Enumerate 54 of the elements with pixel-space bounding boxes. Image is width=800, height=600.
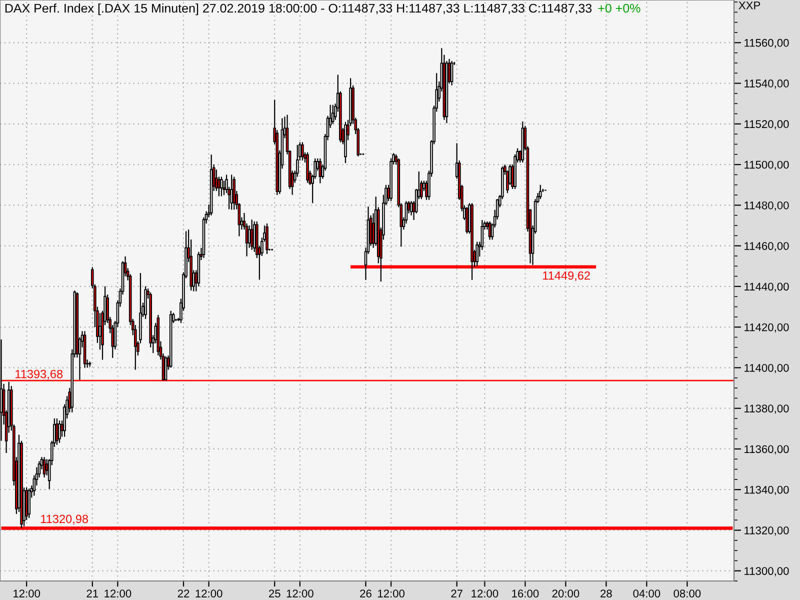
candlestick bbox=[56, 418, 58, 446]
y-tick-label: 11560,00 bbox=[744, 38, 789, 48]
x-tick-label: 12:00 bbox=[14, 590, 40, 598]
x-tick-label: 25 bbox=[268, 590, 280, 598]
candlestick bbox=[466, 206, 468, 234]
y-tick-label: 11540,00 bbox=[744, 80, 789, 89]
candlestick bbox=[410, 200, 413, 216]
candlestick bbox=[220, 176, 223, 197]
y-tick-label: 11340,00 bbox=[744, 486, 789, 496]
y-tick-label: 11500,00 bbox=[744, 160, 789, 170]
y-axis-title: XXP bbox=[738, 2, 760, 10]
x-tick-label: 04:00 bbox=[633, 590, 660, 598]
x-tick-label: 20:00 bbox=[552, 590, 580, 598]
x-tick-label: 27 bbox=[451, 590, 462, 598]
y-tick-label: 11440,00 bbox=[744, 282, 789, 292]
y-tick-label: 11400,00 bbox=[744, 364, 789, 374]
candlestick bbox=[331, 104, 334, 124]
y-tick-label: 11300,00 bbox=[744, 567, 789, 576]
x-tick-label: 16:00 bbox=[512, 590, 539, 598]
x-tick-label: 12:00 bbox=[472, 590, 498, 598]
series-label: 11449,62 bbox=[543, 271, 590, 282]
candlestick bbox=[318, 158, 322, 184]
y-tick-label: 11380,00 bbox=[744, 404, 789, 414]
ref-line-label: 11393,68 bbox=[16, 370, 63, 380]
candlestick bbox=[230, 174, 233, 210]
x-tick-label: 08:00 bbox=[674, 590, 701, 598]
x-tick-label: 28 bbox=[600, 590, 612, 598]
candlestick bbox=[476, 241, 478, 267]
x-tick-label: 26 bbox=[360, 590, 372, 598]
x-tick-label: 12:00 bbox=[196, 590, 222, 598]
chart-title: DAX Perf. Index [.DAX 15 Minuten] 27.02.2019 18:00:00 - O:11487,33 H:11487,33 L:11487,33 C:11487,33 bbox=[5, 3, 592, 16]
y-tick-label: 11460,00 bbox=[744, 242, 789, 252]
candlestick bbox=[58, 420, 61, 444]
candlestick bbox=[266, 222, 268, 254]
y-tick-label: 11320,00 bbox=[744, 526, 789, 536]
candlestick bbox=[164, 356, 168, 381]
y-tick-label: 11360,00 bbox=[744, 445, 789, 454]
y-tick-label: 11420,00 bbox=[744, 323, 789, 333]
y-tick-label: 11480,00 bbox=[744, 201, 789, 211]
series-label: 11320,98 bbox=[41, 514, 88, 525]
candlestick bbox=[250, 219, 254, 250]
x-tick-label: 12:00 bbox=[286, 590, 314, 598]
x-tick-label: 22 bbox=[178, 590, 190, 598]
x-tick-label: 21 bbox=[86, 590, 98, 598]
candlestick bbox=[28, 488, 31, 519]
x-tick-label: 12:00 bbox=[104, 590, 132, 598]
y-tick-label: 11520,00 bbox=[744, 120, 789, 130]
chart-subtitle: +0 +0% bbox=[598, 4, 640, 13]
candlestick bbox=[301, 142, 304, 162]
candlestick bbox=[232, 176, 236, 210]
x-tick-label: 12:00 bbox=[378, 590, 405, 598]
candlestick bbox=[450, 60, 454, 86]
candlestick bbox=[42, 456, 46, 478]
candlestick bbox=[538, 184, 542, 200]
